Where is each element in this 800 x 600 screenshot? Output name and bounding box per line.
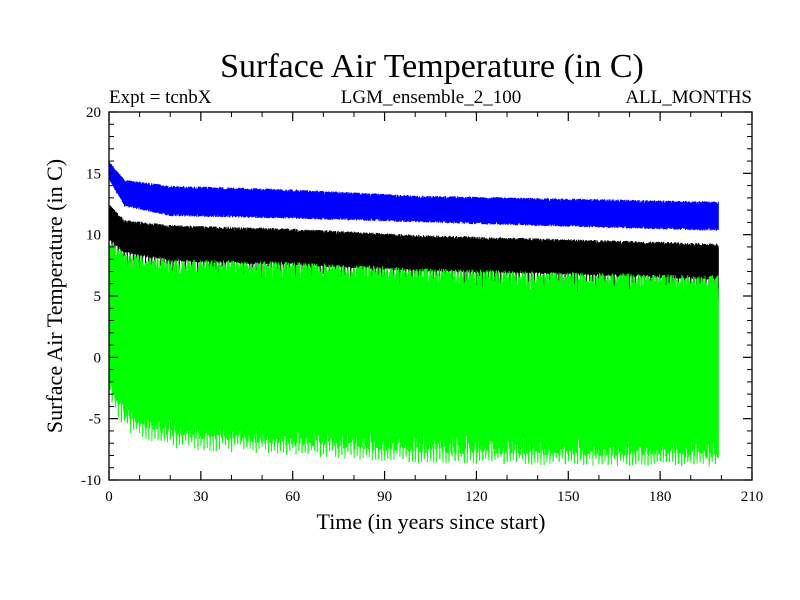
y-axis-label: Surface Air Temperature (in C) bbox=[42, 159, 67, 433]
y-tick-label: 5 bbox=[94, 289, 102, 305]
x-tick-label: 60 bbox=[285, 489, 300, 505]
x-tick-label: 30 bbox=[193, 489, 208, 505]
chart-subtitle-center: LGM_ensemble_2_100 bbox=[341, 87, 521, 108]
y-tick-label: -10 bbox=[81, 473, 101, 489]
tick-layer: 0 30 60 90 120 150 180 210 -10 -5 0 5 10 15 20 bbox=[81, 105, 763, 505]
chart-subtitle-right: ALL_MONTHS bbox=[625, 87, 752, 108]
chart-subtitle-left: Expt = tcnbX bbox=[109, 87, 212, 108]
series-3 bbox=[108, 243, 719, 467]
y-tick-label: 15 bbox=[86, 166, 101, 182]
series-layer bbox=[108, 162, 719, 467]
x-tick-label: 210 bbox=[741, 489, 764, 505]
x-tick-label: 150 bbox=[557, 489, 580, 505]
chart-title: Surface Air Temperature (in C) bbox=[220, 48, 644, 85]
x-tick-label: 120 bbox=[465, 489, 488, 505]
y-tick-label: 0 bbox=[94, 350, 102, 366]
x-tick-label: 0 bbox=[105, 489, 113, 505]
plot-frame bbox=[108, 111, 753, 481]
x-tick-label: 180 bbox=[649, 489, 672, 505]
x-tick-label: 90 bbox=[377, 489, 392, 505]
y-tick-label: -5 bbox=[89, 412, 102, 428]
y-tick-label: 20 bbox=[86, 105, 101, 121]
y-tick-label: 10 bbox=[86, 228, 101, 244]
x-axis-label: Time (in years since start) bbox=[317, 509, 546, 534]
series-3-line bbox=[108, 243, 719, 467]
